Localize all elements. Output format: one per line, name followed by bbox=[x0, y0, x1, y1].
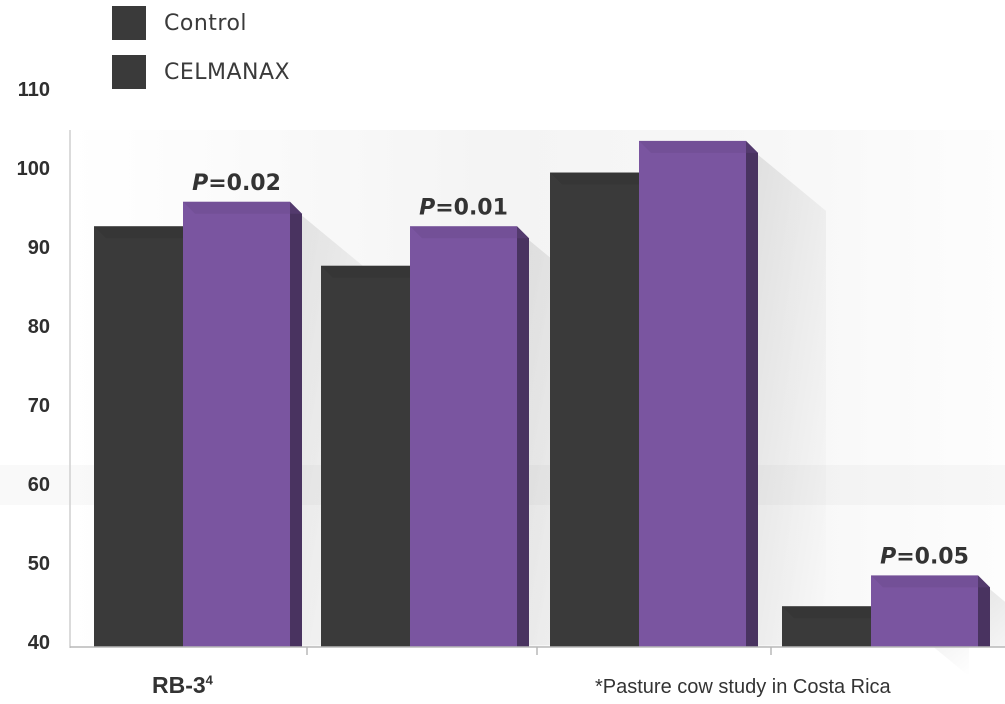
legend-swatch-control bbox=[112, 6, 146, 40]
y-tick-label: 80 bbox=[28, 316, 50, 338]
bar-shadow bbox=[746, 144, 826, 647]
p-value-number-part: =0.02 bbox=[208, 171, 281, 196]
legend-label-celmanax: CELMANAX bbox=[164, 59, 291, 85]
group-label-superscript: 4 bbox=[205, 672, 213, 688]
bar-side bbox=[746, 140, 758, 647]
footnote: *Pasture cow study in Costa Rica bbox=[595, 676, 891, 698]
bar-celmanax bbox=[410, 226, 517, 647]
bar-side bbox=[978, 575, 990, 647]
bar-top-edge bbox=[639, 140, 758, 153]
legend-swatch-celmanax bbox=[112, 55, 146, 89]
y-tick-label: 60 bbox=[28, 474, 50, 496]
group-label: RB-34 bbox=[152, 672, 213, 699]
bar-celmanax bbox=[183, 201, 290, 647]
bar-celmanax bbox=[639, 140, 746, 647]
y-tick-label: 50 bbox=[28, 553, 50, 575]
p-value-annotation: P=0.01 bbox=[419, 195, 508, 220]
y-tick-label: 40 bbox=[28, 632, 50, 654]
p-value-annotation: P=0.02 bbox=[192, 171, 281, 196]
bar-celmanax bbox=[871, 575, 978, 647]
bar-side bbox=[517, 226, 529, 647]
bar-side bbox=[290, 201, 302, 647]
p-value-italic-part: P bbox=[880, 544, 896, 569]
x-tick-marks bbox=[306, 647, 772, 655]
group-label-main: RB-3 bbox=[152, 672, 206, 698]
y-tick-label: 90 bbox=[28, 237, 50, 259]
legend-item-celmanax: CELMANAX bbox=[112, 55, 290, 89]
p-value-italic-part: P bbox=[192, 171, 208, 196]
y-tick-label: 100 bbox=[17, 158, 50, 180]
legend-item-control: Control bbox=[112, 6, 247, 40]
bar-top-edge bbox=[410, 226, 529, 239]
p-value-number-part: =0.05 bbox=[896, 544, 969, 569]
p-value-annotation: P=0.05 bbox=[880, 544, 969, 569]
bar-top-edge bbox=[871, 575, 990, 588]
y-tick-labels: 40 50 60 70 80 90 100 110 bbox=[17, 79, 50, 654]
legend-label-control: Control bbox=[164, 10, 248, 36]
y-tick-label: 110 bbox=[18, 79, 50, 101]
bar-top-edge bbox=[183, 201, 302, 214]
p-value-annotations: P=0.02P=0.01P=0.05 bbox=[192, 171, 969, 570]
p-value-italic-part: P bbox=[419, 195, 435, 220]
bars bbox=[94, 140, 990, 647]
y-tick-label: 70 bbox=[28, 395, 50, 417]
p-value-number-part: =0.01 bbox=[435, 195, 508, 220]
